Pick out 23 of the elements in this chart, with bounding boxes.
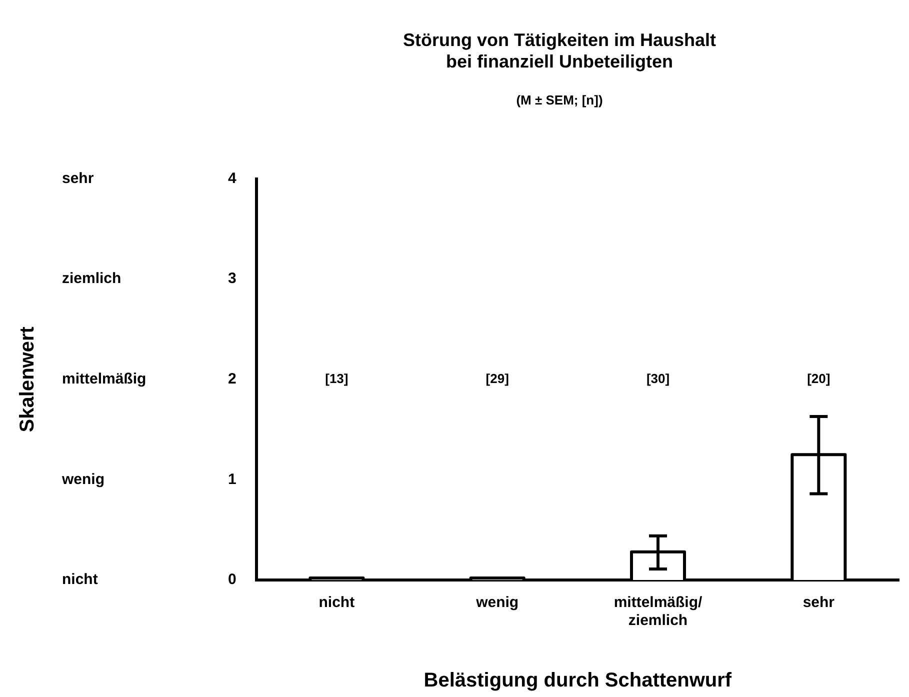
text: Störung von Tätigkeiten im Haushalt <box>402 30 716 50</box>
annotation: [29] <box>486 370 509 386</box>
annotation: [13] <box>325 370 348 386</box>
y-tick-label: 1 <box>228 470 236 488</box>
y-tick-label: 2 <box>228 370 236 388</box>
x-axis-title: Belästigung durch Schattenwurf <box>424 670 732 692</box>
y-tick-label: 0 <box>228 571 236 588</box>
chart-subtitle: (M ± SEM; [n]) <box>516 92 603 108</box>
annotation: [20] <box>807 370 830 386</box>
text: sehr <box>62 170 94 187</box>
x-tick-label: sehr <box>802 594 835 612</box>
y-tick-label: 3 <box>228 270 236 288</box>
x-tick-label: nicht <box>318 594 355 612</box>
annotation: [30] <box>646 370 670 386</box>
text: nicht <box>62 571 98 588</box>
x-tick-label: wenig <box>475 594 519 612</box>
y-tick-label: 4 <box>228 170 237 187</box>
x-tick-label: mittelmäßig/ ziemlich <box>614 594 703 630</box>
text: wenig <box>61 470 105 488</box>
text: bei finanziell Unbeteiligten <box>446 51 674 72</box>
text: ziemlich <box>62 270 122 288</box>
text: Skalenwert <box>16 326 39 432</box>
text: mittelmäßig <box>62 370 146 388</box>
